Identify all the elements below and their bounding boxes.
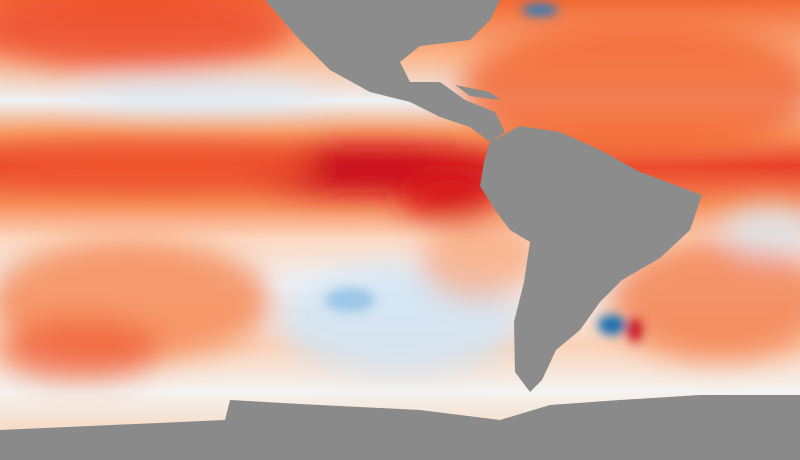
anomaly-patches — [0, 0, 800, 380]
north-america — [265, 0, 505, 142]
south-america — [480, 126, 702, 392]
cold-eddies — [325, 4, 643, 342]
antarctica — [0, 395, 800, 460]
caribbean-islands — [455, 85, 500, 100]
